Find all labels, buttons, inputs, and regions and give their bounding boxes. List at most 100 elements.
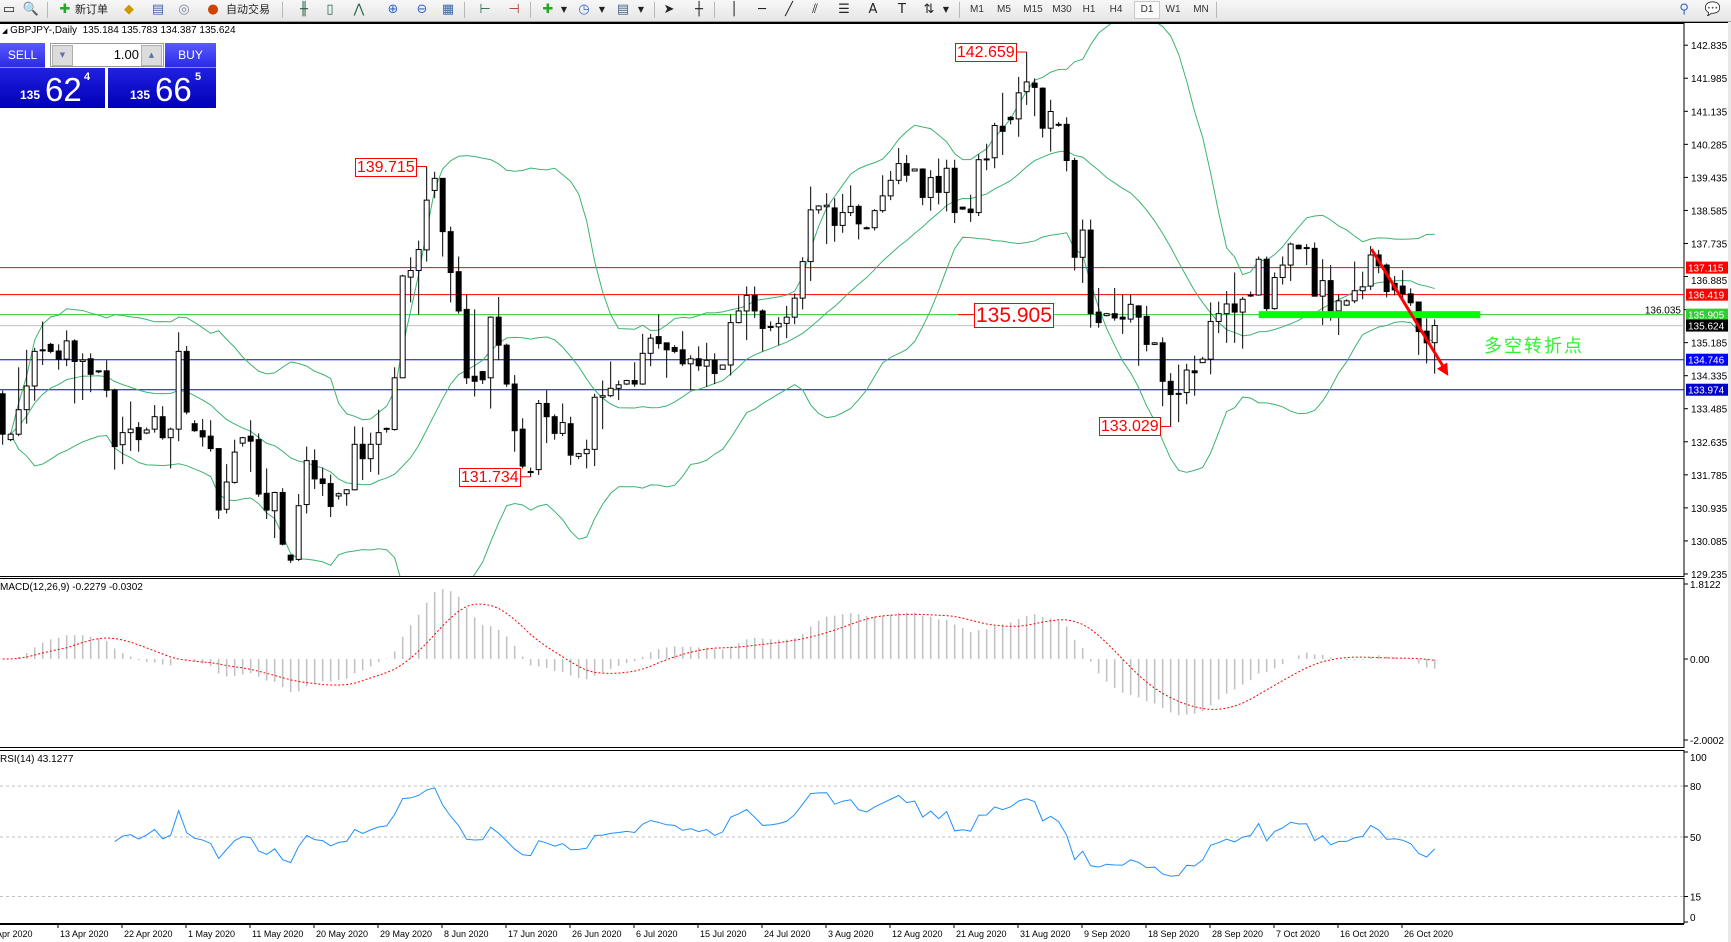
timeframe-d1[interactable]: D1 xyxy=(1134,1,1160,19)
print-preview-icon[interactable]: 🔍 xyxy=(22,2,40,17)
text-label-icon[interactable]: T xyxy=(898,2,906,17)
candle-body xyxy=(983,158,990,161)
history-icon[interactable]: ▤ xyxy=(151,2,165,17)
lot-increase-button[interactable]: ▲ xyxy=(141,45,162,66)
candle-body xyxy=(263,492,270,511)
candle xyxy=(279,488,286,546)
candle-body xyxy=(607,387,614,397)
timeframe-m5[interactable]: M5 xyxy=(997,4,1011,15)
candle xyxy=(255,433,262,497)
price-label[interactable]: 135.905 xyxy=(974,302,1054,328)
cursor-icon[interactable]: ➤ xyxy=(663,2,675,17)
candle-body xyxy=(767,325,774,328)
tile-windows-icon[interactable]: ▦ xyxy=(441,2,455,17)
timeframe-m30[interactable]: M30 xyxy=(1052,4,1072,15)
candle xyxy=(31,347,38,401)
rsi-axis-label: 15 xyxy=(1690,893,1702,904)
equidistant-channel-icon[interactable]: ⫽ xyxy=(812,2,818,17)
candle-body xyxy=(495,316,502,346)
fibonacci-icon[interactable]: ☰ xyxy=(838,2,850,17)
date-tick-label: 13 Apr 2020 xyxy=(60,929,109,939)
auto-trading-button[interactable]: 自动交易 xyxy=(226,3,270,16)
candle-body xyxy=(1239,298,1246,313)
price-label[interactable]: 139.715 xyxy=(354,157,417,177)
timeframe-m1[interactable]: M1 xyxy=(970,4,984,15)
periods-icon[interactable]: ◷ xyxy=(578,2,590,17)
candle xyxy=(287,554,294,563)
candle xyxy=(479,370,486,385)
candle-body xyxy=(1023,81,1030,93)
chat-icon[interactable]: 💬 xyxy=(1704,2,1722,17)
new-order-button[interactable]: 新订单 xyxy=(75,3,108,16)
candle-body xyxy=(679,349,686,365)
candle xyxy=(55,344,62,370)
line-chart-icon[interactable]: ⋀ xyxy=(353,2,365,17)
price-tick-label: 129.235 xyxy=(1691,570,1728,581)
market-watch-icon[interactable]: ◆ xyxy=(124,2,134,17)
collapse-triangle-icon[interactable]: ◢ xyxy=(2,28,8,35)
candle xyxy=(1119,294,1126,334)
candle xyxy=(727,314,734,376)
zoom-in-icon[interactable]: ⊕ xyxy=(387,2,399,17)
window-icon[interactable]: ▭ xyxy=(2,2,16,17)
buy-button[interactable]: BUY xyxy=(165,43,216,68)
candle-body xyxy=(855,205,862,225)
timeframe-h1[interactable]: H1 xyxy=(1082,4,1096,15)
candle xyxy=(663,342,670,378)
chart-shift-icon[interactable]: ⊢ xyxy=(479,2,491,17)
sell-price[interactable]: 135 62 4 xyxy=(0,68,105,108)
candle xyxy=(647,333,654,367)
indicators-icon[interactable]: ✚ xyxy=(542,2,554,17)
chevron-down-icon[interactable]: ▼ xyxy=(560,5,568,14)
candle-body xyxy=(1271,277,1278,310)
bar-chart-icon[interactable]: ╫ xyxy=(300,2,308,17)
candle-body xyxy=(39,349,46,352)
date-tick-label: Apr 2020 xyxy=(0,929,33,939)
lot-size-input[interactable]: 1.00 xyxy=(113,47,139,62)
sell-price-main: 62 xyxy=(45,71,82,108)
lot-decrease-button[interactable]: ▼ xyxy=(52,45,73,66)
candle-body xyxy=(975,159,982,214)
timeframe-h4[interactable]: H4 xyxy=(1109,4,1123,15)
candle-body xyxy=(647,337,654,354)
trendline-icon[interactable]: ╱ xyxy=(785,2,793,17)
candlestick-icon[interactable]: ▯ xyxy=(326,2,334,17)
candle xyxy=(159,406,166,440)
text-icon[interactable]: A xyxy=(868,2,878,17)
templates-icon[interactable]: ▤ xyxy=(616,2,630,17)
price-label[interactable]: 142.659 xyxy=(954,43,1017,63)
sell-button[interactable]: SELL xyxy=(0,43,45,68)
signals-icon[interactable]: ◎ xyxy=(178,2,190,17)
buy-price[interactable]: 135 66 5 xyxy=(108,68,216,108)
auto-scroll-icon[interactable]: ⊣ xyxy=(508,2,520,17)
chevron-down-icon[interactable]: ▼ xyxy=(598,5,606,14)
timeframe-mn[interactable]: MN xyxy=(1193,4,1209,15)
vertical-line-icon[interactable]: │ xyxy=(730,2,738,17)
timeframe-w1[interactable]: W1 xyxy=(1165,4,1181,15)
search-icon[interactable]: ⚲ xyxy=(1679,2,1689,17)
candle-body xyxy=(223,481,230,510)
auto-trading-icon[interactable]: ● xyxy=(207,2,219,17)
new-order-icon[interactable]: ✚ xyxy=(59,2,71,17)
candle xyxy=(39,321,46,365)
candle xyxy=(399,274,406,379)
timeframe-m15[interactable]: M15 xyxy=(1023,4,1043,15)
price-label[interactable]: 133.029 xyxy=(1098,417,1161,437)
lot-size-stepper[interactable]: ▼ 1.00 ▲ xyxy=(50,43,164,67)
zoom-out-icon[interactable]: ⊖ xyxy=(416,2,428,17)
annotation-text: 多空转折点 xyxy=(1484,336,1584,357)
price-label[interactable]: 131.734 xyxy=(458,467,521,487)
chevron-down-icon[interactable]: ▼ xyxy=(637,5,645,14)
candle xyxy=(1279,256,1286,285)
arrows-icon[interactable]: ⇅ xyxy=(923,2,935,17)
crosshair-icon[interactable]: ┼ xyxy=(695,2,703,17)
date-tick-label: 6 Jul 2020 xyxy=(636,929,678,939)
candle xyxy=(815,205,822,214)
candle xyxy=(1303,244,1310,266)
candle-body xyxy=(71,340,78,362)
horizontal-line-icon[interactable]: ─ xyxy=(758,2,766,17)
candle xyxy=(583,439,590,469)
candle-body xyxy=(143,429,150,434)
chevron-down-icon[interactable]: ▼ xyxy=(942,5,950,14)
